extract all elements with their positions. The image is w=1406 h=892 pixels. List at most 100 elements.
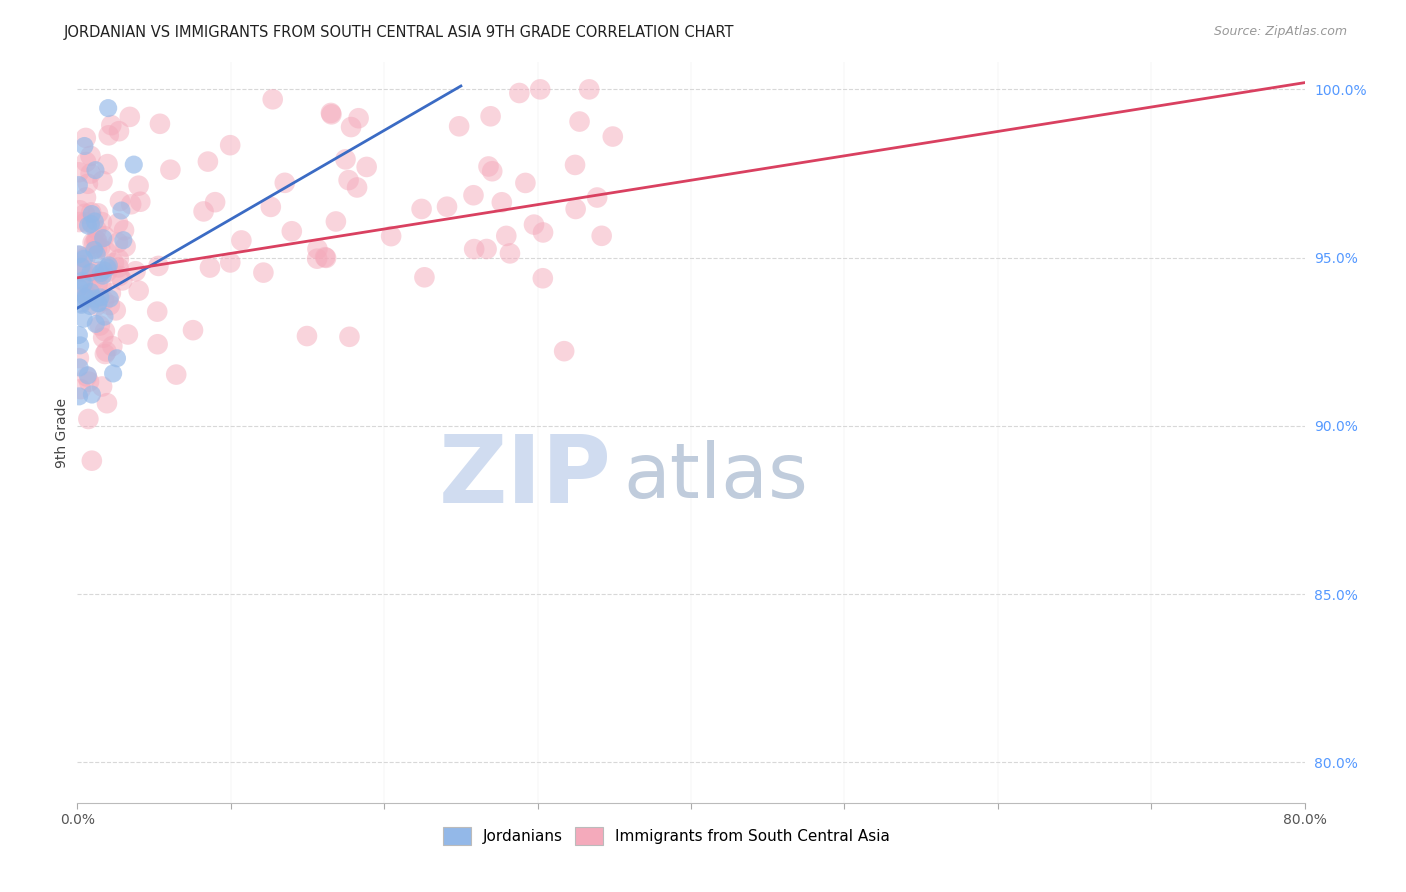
Point [101,339,124,353]
Point [103,256,125,270]
Point [86,241,108,255]
Point [96,396,118,410]
Point [67,215,90,229]
Point [531,226,554,240]
Point [340,120,363,134]
Point [94,324,117,338]
Point [198,260,221,275]
Point [108,124,131,138]
Point [80,205,103,219]
Point [449,120,471,134]
Point [219,138,242,153]
Point [508,86,530,100]
Point [69,360,91,375]
Point [77,219,100,233]
Point [73,252,96,266]
Point [84,272,107,286]
Point [73,139,96,153]
Point [108,252,131,267]
Point [523,218,546,232]
Point [96,157,118,171]
Point [112,223,135,237]
Point [93,229,115,244]
Point [94,347,117,361]
Point [96,260,118,275]
Point [586,190,609,204]
Point [204,195,226,210]
Point [75,155,97,169]
Point [75,288,97,302]
Point [515,176,537,190]
Point [112,233,135,247]
Point [436,200,458,214]
Point [79,167,101,181]
Point [98,292,121,306]
Point [339,330,361,344]
Point [307,252,329,266]
Point [260,200,283,214]
Point [86,234,108,248]
Point [70,274,93,288]
Point [101,367,124,381]
Point [117,327,139,342]
Point [96,344,118,359]
Point [86,247,108,261]
Point [70,260,93,274]
Point [90,278,112,293]
Point [97,101,120,115]
Point [307,242,329,256]
Point [110,203,132,218]
Point [477,160,499,174]
Point [83,214,105,228]
Point [75,131,97,145]
Point [491,195,513,210]
Text: ZIP: ZIP [439,431,612,523]
Point [75,250,97,264]
Point [83,236,105,251]
Point [91,379,114,393]
Point [93,263,115,277]
Point [67,178,90,193]
Point [86,222,108,236]
Point [108,268,131,283]
Point [67,247,90,261]
Point [91,174,114,188]
Point [107,260,129,275]
Point [252,266,274,280]
Point [564,202,586,216]
Point [89,240,111,254]
Point [181,323,204,337]
Point [87,296,110,310]
Point [564,158,586,172]
Point [529,82,551,96]
Point [67,280,90,294]
Point [149,117,172,131]
Point [274,176,297,190]
Point [75,291,97,305]
Point [98,298,121,312]
Point [90,266,112,280]
Point [104,303,127,318]
Point [97,259,120,273]
Point [146,304,169,318]
Point [114,239,136,253]
Point [73,277,96,291]
Point [591,228,613,243]
Point [82,235,104,250]
Text: atlas: atlas [623,440,808,514]
Point [120,197,142,211]
Point [89,290,111,304]
Point [76,369,98,384]
Point [89,318,111,333]
Point [67,328,90,343]
Point [146,337,169,351]
Point [481,164,503,178]
Point [148,259,170,273]
Point [80,217,103,231]
Point [165,368,187,382]
Point [91,268,114,283]
Point [118,110,141,124]
Point [67,249,90,263]
Point [107,216,129,230]
Point [129,194,152,209]
